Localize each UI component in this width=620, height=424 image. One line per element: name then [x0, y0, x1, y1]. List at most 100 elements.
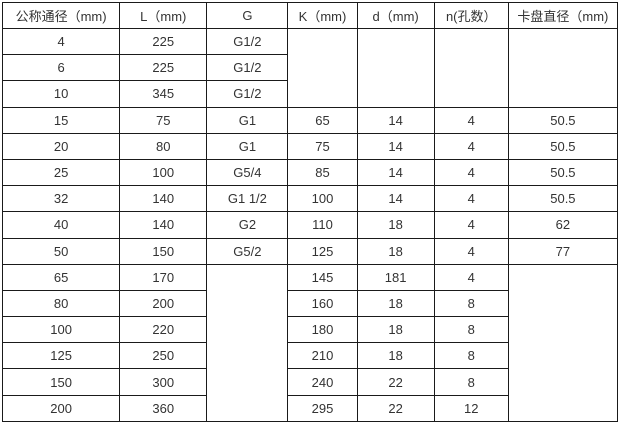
table-cell: G1 — [206, 106, 289, 134]
table-row: 65 170 145 181 4 — [1, 263, 619, 423]
table-row: 200 360 295 22 12 — [1, 394, 618, 423]
table-row: 100 220 180 18 8 — [1, 316, 618, 344]
column-header: L（mm) — [119, 2, 208, 29]
table-cell: 145 — [287, 263, 358, 291]
table-cell: 65 — [287, 106, 358, 134]
table-cell — [507, 263, 619, 423]
column-header: n(孔数） — [433, 2, 509, 29]
table-cell: 65 — [1, 263, 121, 291]
column-header: K（mm) — [287, 2, 358, 29]
table-row: 10 345 G1/2 — [1, 80, 618, 108]
table-cell: G1/2 — [206, 80, 289, 108]
table-cell: 6 — [1, 54, 121, 82]
table-cell: 4 — [433, 106, 509, 134]
table-cell: 14 — [356, 106, 435, 134]
table-cell: 240 — [287, 368, 358, 396]
column-header: 公称通径（mm) — [1, 2, 121, 29]
table-cell: 220 — [119, 316, 208, 344]
table-cell: 125 — [287, 237, 358, 265]
table-row: 32 140 G1 1/2 100 14 4 50.5 — [1, 185, 619, 213]
table-cell: 18 — [356, 342, 435, 370]
table-cell — [287, 28, 358, 108]
table-cell: 62 — [507, 211, 619, 239]
table-cell: 4 — [433, 211, 509, 239]
table-cell: 170 — [119, 263, 208, 291]
table-cell: 4 — [433, 237, 509, 265]
table-cell: 180 — [287, 316, 358, 344]
table-cell: G1 — [206, 132, 289, 160]
column-header: d（mm) — [356, 2, 435, 29]
table-cell: 300 — [119, 368, 208, 396]
table-cell: 4 — [433, 158, 509, 187]
table-cell: G1 1/2 — [206, 185, 289, 213]
table-cell: 18 — [356, 211, 435, 239]
column-header: G — [206, 2, 289, 29]
table-cell: 225 — [119, 27, 208, 56]
table-cell: 225 — [119, 54, 208, 82]
table-cell: 10 — [1, 80, 121, 108]
table-cell: 77 — [507, 237, 619, 265]
table-cell: 160 — [287, 289, 358, 318]
spec-table-body: 4 225 G1/2 6 225 G1/2 10 345 G1/2 15 75 G1 65 14 4 50.5… — [1, 27, 619, 423]
table-row: 125 250 210 18 8 — [1, 342, 618, 370]
table-cell: G2 — [206, 211, 289, 239]
table-cell: 250 — [119, 342, 208, 370]
table-cell: 100 — [1, 316, 121, 344]
table-cell — [507, 28, 619, 108]
table-cell: 75 — [119, 106, 208, 134]
table-cell: 4 — [1, 27, 121, 56]
table-cell: 85 — [287, 158, 358, 187]
table-cell: 100 — [119, 158, 208, 187]
table-cell: 50.5 — [507, 132, 619, 160]
table-row: 50 150 G5/2 125 18 4 77 — [1, 237, 619, 265]
table-cell: 40 — [1, 211, 121, 239]
table-cell: 295 — [287, 394, 358, 423]
table-cell: 15 — [1, 106, 121, 134]
table-cell: 14 — [356, 185, 435, 213]
table-row: 25 100 G5/4 85 14 4 50.5 — [1, 158, 619, 187]
table-cell: 50 — [1, 237, 121, 265]
table-row: 20 80 G1 75 14 4 50.5 — [1, 132, 619, 160]
table-cell — [433, 28, 509, 108]
table-cell: 22 — [356, 368, 435, 396]
table-cell: 110 — [287, 211, 358, 239]
table-cell: G1/2 — [206, 27, 289, 56]
table-cell: 22 — [356, 394, 435, 423]
column-header: 卡盘直径（mm) — [507, 2, 619, 29]
table-cell: 80 — [119, 132, 208, 160]
table-cell: 360 — [119, 394, 208, 423]
table-cell: 32 — [1, 185, 121, 213]
table-cell: 100 — [287, 185, 358, 213]
table-cell: 50.5 — [507, 185, 619, 213]
table-cell: 8 — [433, 316, 509, 344]
table-cell: 14 — [356, 132, 435, 160]
table-cell: 200 — [119, 289, 208, 318]
table-row: 4 225 G1/2 — [1, 27, 619, 108]
table-cell: G5/4 — [206, 158, 289, 187]
table-cell: G1/2 — [206, 54, 289, 82]
table-cell: 200 — [1, 394, 121, 423]
table-row: 40 140 G2 110 18 4 62 — [1, 211, 619, 239]
table-cell: 50.5 — [507, 158, 619, 187]
table-cell: 181 — [356, 263, 435, 291]
table-cell: 14 — [356, 158, 435, 187]
table-cell: 80 — [1, 289, 121, 318]
table-row: 6 225 G1/2 — [1, 54, 618, 82]
table-cell: 4 — [433, 185, 509, 213]
table-cell: G5/2 — [206, 237, 289, 265]
table-cell: 12 — [433, 394, 509, 423]
table-cell: 50.5 — [507, 106, 619, 134]
table-cell: 150 — [1, 368, 121, 396]
table-cell: 8 — [433, 342, 509, 370]
table-cell: 25 — [1, 158, 121, 187]
table-cell: 210 — [287, 342, 358, 370]
table-cell: 4 — [433, 263, 509, 291]
table-cell: 75 — [287, 132, 358, 160]
table-cell: 20 — [1, 132, 121, 160]
table-cell — [206, 263, 289, 423]
table-cell: 8 — [433, 289, 509, 318]
table-cell: 150 — [119, 237, 208, 265]
table-cell — [356, 28, 435, 108]
